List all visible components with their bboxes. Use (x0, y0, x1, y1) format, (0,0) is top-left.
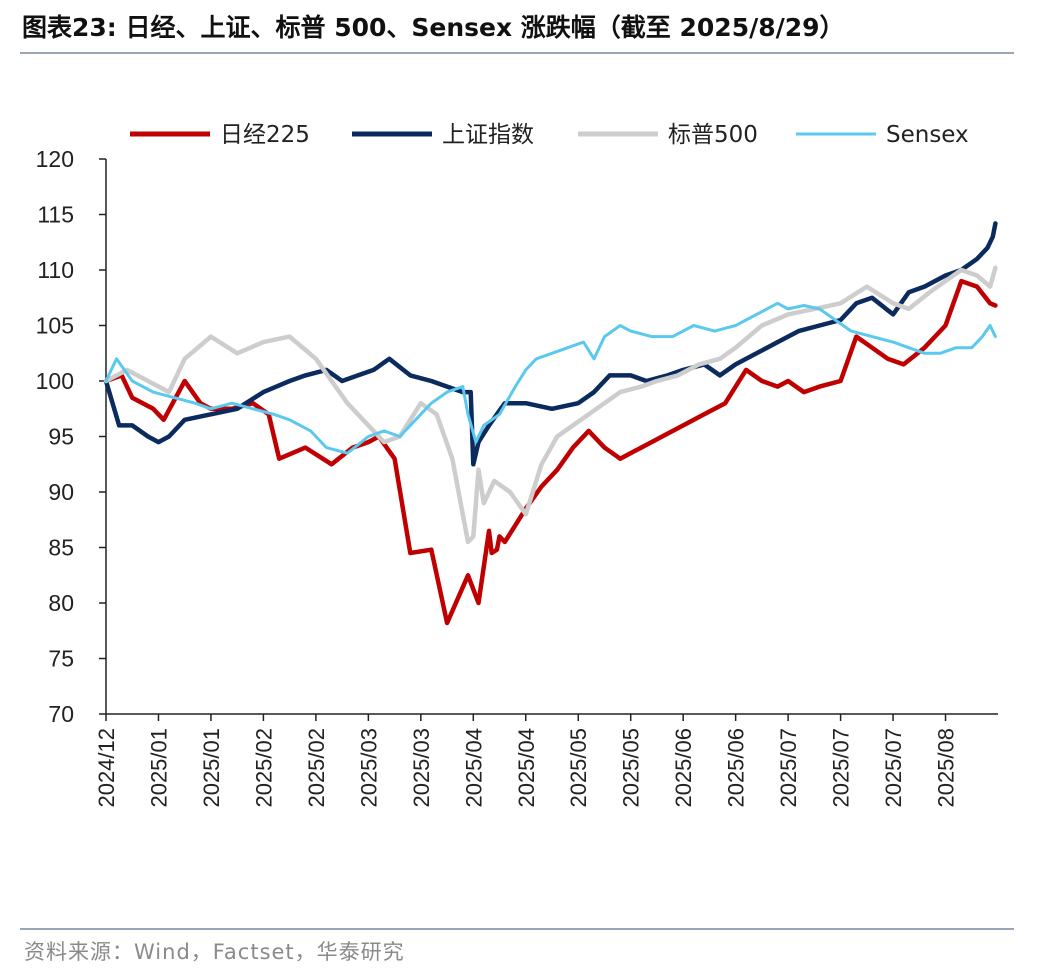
series-line-1 (103, 278, 998, 626)
x-tick-label: 2025/04 (514, 728, 539, 808)
line-chart: 日经225 上证指数 标普500 Sensex 70 75 80 85 90 95 100 105 1… (36, 122, 998, 808)
x-tick-label: 2025/05 (566, 728, 591, 808)
y-axis: 70 75 80 85 90 95 100 105 110 115 120 (36, 146, 107, 727)
y-tick-label: 75 (48, 646, 74, 672)
y-tick-label: 80 (48, 590, 74, 616)
y-tick-label: 90 (48, 479, 74, 505)
series-lines (103, 221, 998, 626)
x-tick-label: 2025/05 (619, 728, 644, 808)
chart-title: 图表23: 日经、上证、标普 500、Sensex 涨跌幅（截至 2025/8/… (22, 13, 845, 42)
x-tick-label: 2024/12 (94, 728, 119, 808)
y-tick-label: 95 (48, 424, 74, 450)
title-rule (20, 52, 1014, 54)
legend-label: 日经225 (220, 122, 310, 148)
x-tick-label: 2025/07 (829, 728, 854, 808)
x-tick-label: 2025/03 (356, 728, 381, 808)
x-tick-label: 2025/06 (671, 728, 696, 808)
y-tick-label: 115 (37, 202, 74, 228)
source-rule (20, 928, 1014, 930)
source-note: 资料来源：Wind，Factset，华泰研究 (24, 940, 405, 964)
y-tick-label: 105 (36, 313, 74, 339)
x-tick-label: 2025/06 (724, 728, 749, 808)
legend-label: Sensex (886, 122, 969, 148)
y-tick-label: 120 (36, 146, 74, 172)
y-tick-label: 70 (48, 701, 74, 727)
x-tick-label: 2025/02 (251, 728, 276, 808)
x-tick-label: 2025/03 (409, 728, 434, 808)
x-tick-label: 2025/04 (461, 728, 486, 808)
chart-legend: 日经225 上证指数 标普500 Sensex (130, 122, 969, 148)
series-line-2 (103, 221, 998, 467)
y-tick-label: 100 (36, 368, 74, 394)
x-tick-label: 2025/08 (934, 728, 959, 808)
legend-label: 标普500 (668, 122, 758, 148)
x-tick-label: 2025/01 (199, 728, 224, 808)
x-tick-label: 2025/07 (881, 728, 906, 808)
x-tick-label: 2025/02 (304, 728, 329, 808)
series-line-3 (103, 265, 998, 545)
x-axis: 2024/12 2025/01 2025/01 2025/02 2025/02 2025/… (94, 713, 998, 808)
x-tick-label: 2025/07 (776, 728, 801, 808)
legend-label: 上证指数 (442, 122, 534, 148)
y-tick-label: 85 (48, 535, 74, 561)
x-tick-label: 2025/01 (146, 728, 171, 808)
series-line-4 (104, 301, 997, 455)
y-tick-label: 110 (37, 257, 74, 283)
